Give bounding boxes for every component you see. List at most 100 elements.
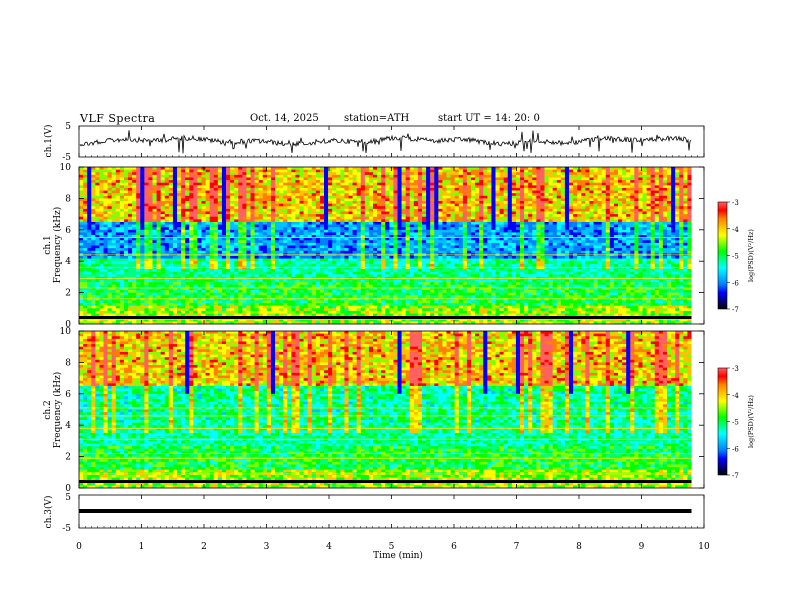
spec1-cell — [103, 174, 108, 178]
spec1-cell — [613, 167, 619, 170]
spec1-cell — [156, 177, 161, 181]
spec1-cell — [662, 195, 668, 199]
spec1-cell — [315, 237, 321, 241]
spec1-cell — [556, 201, 562, 204]
spec1-cell — [630, 245, 635, 249]
spec1-cell — [111, 169, 117, 173]
spec1-cell — [601, 240, 607, 244]
spec1-cell — [454, 240, 460, 244]
spec1-cell — [144, 245, 149, 249]
spec1-cell — [385, 182, 390, 186]
spec1-cell — [328, 172, 333, 176]
spec1-cell — [475, 214, 480, 218]
spec1-cell — [573, 229, 578, 233]
spec1-cell — [189, 172, 194, 176]
spec1-cell — [303, 208, 308, 212]
spec1-cell — [671, 177, 676, 181]
spec1-cell — [164, 232, 170, 236]
spec1-cell — [140, 195, 145, 199]
spec1-cell — [311, 232, 317, 236]
spec1-cell — [315, 206, 321, 210]
spec1-cell — [201, 172, 206, 176]
spec1-cell — [438, 187, 443, 191]
spec1-cell — [226, 172, 231, 176]
spec1-cell — [536, 182, 541, 186]
figure-title: VLF Spectra — [80, 112, 156, 125]
spec1-cell — [671, 187, 676, 191]
spec1-cell — [246, 229, 251, 233]
spec1-cell — [430, 248, 435, 252]
spec1-cell — [119, 169, 125, 173]
spec1-cell — [544, 167, 549, 170]
spec1-cell — [177, 219, 182, 223]
spec1-cell — [164, 240, 170, 244]
spec1-cell — [413, 185, 419, 189]
spec1-cell — [471, 174, 476, 178]
spec1-cell — [487, 206, 492, 210]
spec1-cell — [279, 187, 284, 191]
spec1-cell — [618, 227, 623, 231]
spec1-cell — [593, 237, 598, 241]
spec1-cell — [352, 185, 357, 189]
spec1-cell — [438, 172, 443, 176]
spec1-cell — [466, 208, 472, 212]
spec1-cell — [667, 187, 672, 191]
spec1-cell — [107, 235, 112, 238]
spec1-cell — [679, 208, 684, 212]
spec1-cell — [197, 240, 202, 244]
spec1-cell — [528, 229, 533, 233]
spec1-cell — [360, 240, 366, 244]
spec1-cell — [242, 221, 247, 225]
spec1-cell — [626, 180, 631, 183]
spec1-cell — [589, 185, 594, 189]
spec1-cell — [454, 224, 460, 228]
spec1-cell — [450, 187, 455, 191]
spec1-cell — [597, 198, 602, 202]
spec1-cell — [189, 185, 194, 189]
spec1-cell — [344, 216, 349, 220]
spec1-cell — [185, 180, 190, 183]
spec1-cell — [560, 216, 566, 220]
spec1-cell — [385, 177, 390, 181]
spec1-cell — [164, 193, 170, 197]
spec1-cell — [573, 167, 578, 170]
spec1-cell — [275, 190, 280, 194]
spec1-cell — [593, 203, 598, 207]
spec1-cell — [275, 242, 280, 246]
spec1-cell — [168, 177, 174, 181]
spec1-cell — [307, 167, 313, 170]
spec1-cell — [270, 182, 276, 186]
spec1-cell — [434, 190, 439, 194]
spec1-cell — [601, 201, 607, 204]
spec1-cell — [515, 221, 521, 225]
spec1-cell — [405, 180, 411, 183]
spec1-cell — [409, 187, 415, 191]
spec1-cell — [103, 187, 108, 191]
spec1-cell — [254, 224, 259, 228]
spec1-cell — [303, 174, 308, 178]
spec1-cell — [597, 182, 602, 186]
spec1-cell — [573, 203, 578, 207]
spec1-cell — [136, 201, 141, 204]
spec1-cell — [307, 245, 313, 249]
spec1-cell — [466, 174, 472, 178]
spec1-cell — [667, 250, 672, 254]
spec1-cell — [324, 248, 329, 252]
spec1-cell — [405, 229, 411, 233]
spec1-cell — [95, 180, 100, 183]
spec1-cell — [515, 185, 521, 189]
spec1-cell — [287, 235, 292, 238]
spec1-cell — [622, 203, 627, 207]
spec1-cell — [593, 193, 598, 197]
spec1-cell — [442, 219, 447, 223]
spec1-cell — [560, 185, 566, 189]
spec1-cell — [487, 219, 492, 223]
spec1-cell — [593, 201, 598, 204]
spec1-cell — [393, 229, 398, 233]
spec1-cell — [528, 227, 533, 231]
spec1-cell — [136, 203, 141, 207]
spec1-cell — [201, 224, 206, 228]
spec1-cell — [658, 187, 664, 191]
spec1-cell — [83, 211, 88, 215]
